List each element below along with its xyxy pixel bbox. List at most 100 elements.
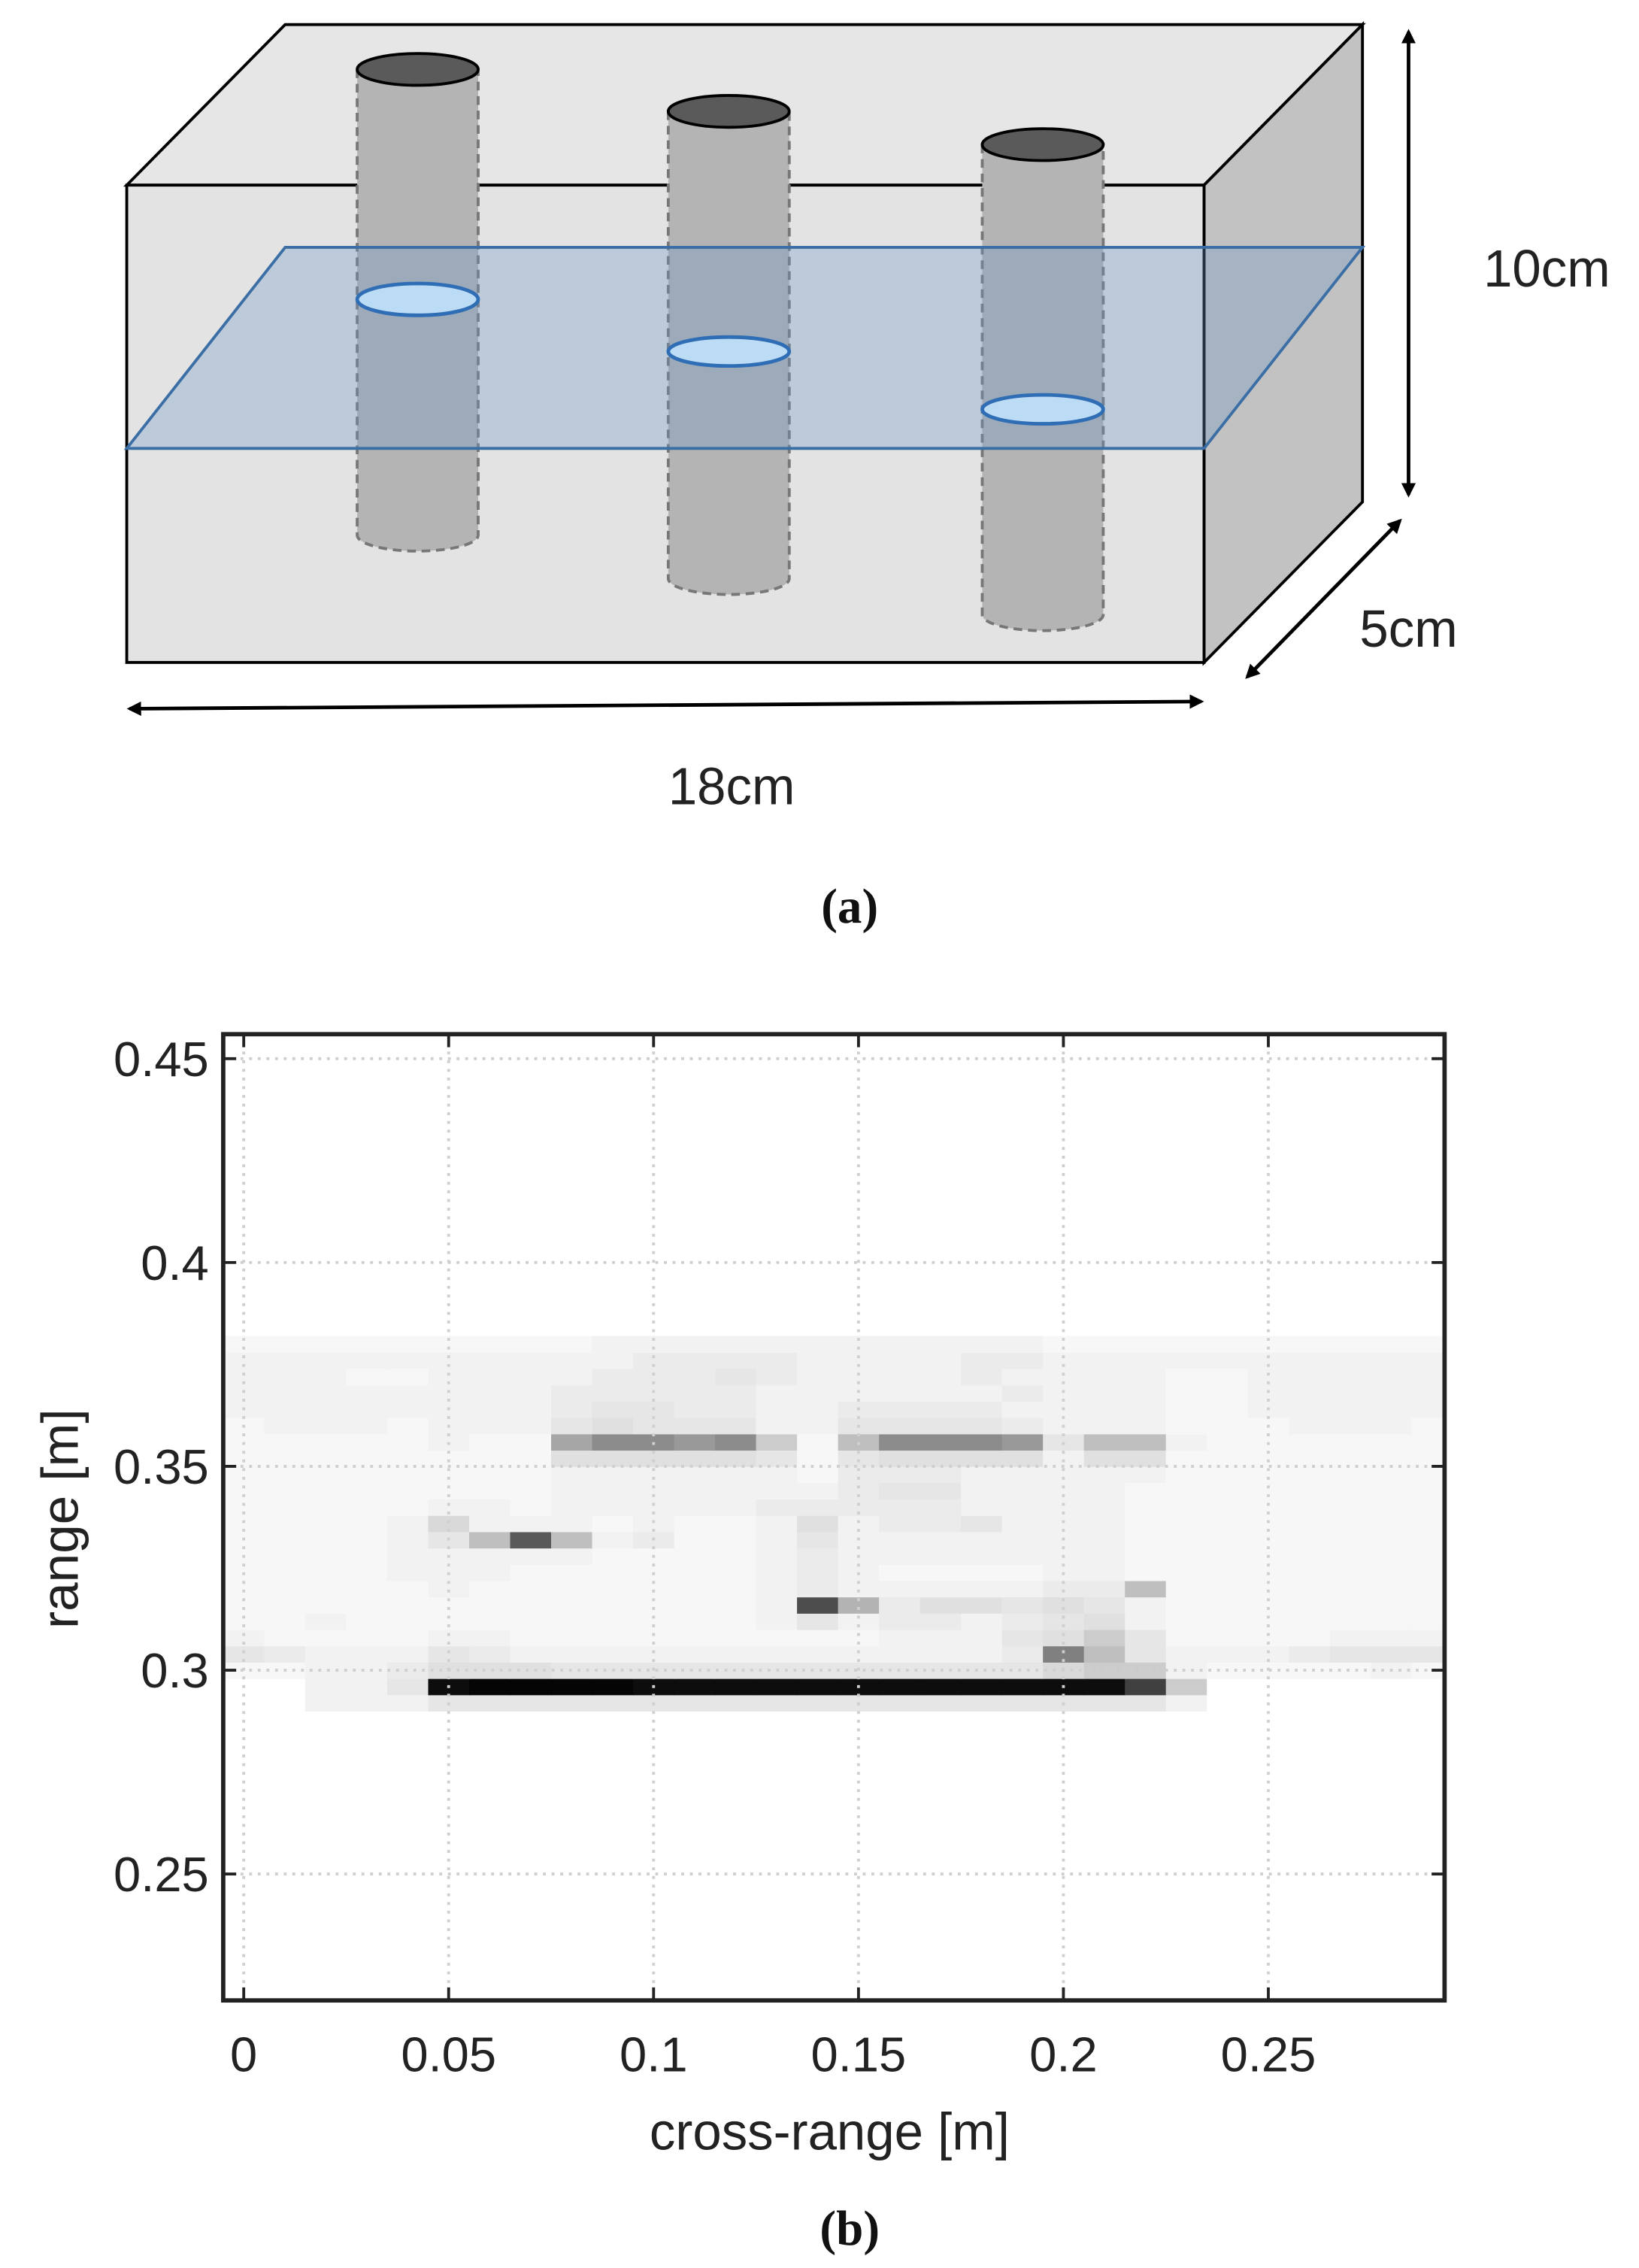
- heatmap-cell: [1083, 1368, 1125, 1386]
- heatmap-cell: [1165, 1466, 1207, 1484]
- heatmap-cell: [592, 1531, 634, 1549]
- heatmap-cell: [1411, 1613, 1445, 1630]
- heatmap-cell: [386, 1466, 429, 1484]
- heatmap-cell: [386, 1401, 429, 1418]
- heatmap-cell: [1083, 1433, 1125, 1451]
- heatmap-cell: [879, 1678, 921, 1696]
- heatmap-cell: [468, 1645, 511, 1663]
- heatmap-cell: [551, 1336, 593, 1353]
- heatmap-cell: [551, 1368, 593, 1386]
- plane-section: [980, 393, 1105, 426]
- heatmap-cell: [386, 1613, 429, 1630]
- heatmap-cell: [1165, 1596, 1207, 1614]
- heatmap-cell: [756, 1531, 798, 1549]
- y-tick-label: 0.35: [114, 1439, 209, 1494]
- heatmap-cell: [674, 1613, 716, 1630]
- heatmap-cell: [304, 1645, 347, 1663]
- heatmap-cell: [468, 1613, 511, 1630]
- heatmap-cell: [1083, 1596, 1125, 1614]
- heatmap-cell: [1043, 1466, 1085, 1484]
- heatmap-cell: [386, 1499, 429, 1516]
- heatmap-cell: [674, 1384, 716, 1402]
- heatmap-cell: [1207, 1580, 1249, 1598]
- heatmap-cell: [879, 1645, 921, 1663]
- x-tick-label: 0.15: [810, 2027, 906, 2082]
- heatmap-cell: [223, 1515, 265, 1533]
- heatmap-cell: [386, 1580, 429, 1598]
- heatmap-cell: [1247, 1466, 1290, 1484]
- heatmap-cell: [1001, 1613, 1044, 1630]
- heatmap-cell: [879, 1401, 921, 1418]
- heatmap-cell: [1207, 1433, 1249, 1451]
- heatmap-cell: [1001, 1694, 1044, 1712]
- heatmap-cell: [1165, 1417, 1207, 1435]
- heatmap-cell: [961, 1662, 1003, 1679]
- heatmap-cell: [1207, 1368, 1249, 1386]
- heatmap-cell: [1371, 1482, 1413, 1500]
- heatmap-cell: [1289, 1336, 1331, 1353]
- heatmap-cell: [1329, 1352, 1372, 1369]
- heatmap-cell: [1125, 1401, 1167, 1418]
- heatmap-cell: [386, 1629, 429, 1647]
- heatmap-cell: [223, 1466, 265, 1484]
- heatmap-cell: [510, 1466, 552, 1484]
- heatmap-cell: [797, 1401, 839, 1418]
- heatmap-cell: [1001, 1678, 1044, 1696]
- heatmap-cell: [1329, 1629, 1372, 1647]
- heatmap-cell: [346, 1401, 388, 1418]
- heatmap-cell: [551, 1417, 593, 1435]
- heatmap-cell: [592, 1417, 634, 1435]
- heatmap-cell: [961, 1580, 1003, 1598]
- heatmap-cell: [674, 1401, 716, 1418]
- heatmap-cell: [468, 1450, 511, 1467]
- heatmap-cell: [961, 1482, 1003, 1500]
- heatmap-cell: [1207, 1336, 1249, 1353]
- heatmap-cell: [674, 1417, 716, 1435]
- heatmap-cell: [1125, 1596, 1167, 1614]
- heatmap-cell: [1207, 1352, 1249, 1369]
- heatmap-cell: [1083, 1384, 1125, 1402]
- heatmap-cell: [592, 1580, 634, 1598]
- heatmap-cell: [1083, 1629, 1125, 1647]
- x-axis-label: cross-range [m]: [650, 2102, 1010, 2160]
- heatmap-cell: [551, 1580, 593, 1598]
- heatmap-cell: [797, 1564, 839, 1581]
- heatmap-cell: [1247, 1499, 1290, 1516]
- heatmap-cell: [386, 1694, 429, 1712]
- heatmap-cell: [1125, 1564, 1167, 1581]
- heatmap-cell: [1125, 1368, 1167, 1386]
- heatmap-cell: [879, 1548, 921, 1565]
- heatmap-cell: [1371, 1613, 1413, 1630]
- heatmap-cell: [1247, 1482, 1290, 1500]
- heatmap-cell: [1083, 1482, 1125, 1500]
- heatmap-cell: [1083, 1450, 1125, 1467]
- heatmap-cell: [1371, 1401, 1413, 1418]
- heatmap-cell: [1247, 1368, 1290, 1386]
- heatmap-cell: [1371, 1433, 1413, 1451]
- heatmap-cell: [1165, 1482, 1207, 1500]
- heatmap-cell: [1001, 1548, 1044, 1565]
- heatmap-cell: [919, 1580, 962, 1598]
- heatmap-cell: [797, 1433, 839, 1451]
- heatmap-cell: [346, 1417, 388, 1435]
- heatmap-cell: [346, 1450, 388, 1467]
- heatmap-cell: [510, 1417, 552, 1435]
- heatmap-cell: [674, 1662, 716, 1679]
- heatmap-cell: [264, 1368, 306, 1386]
- heatmap-cell: [304, 1450, 347, 1467]
- heatmap-cell: [756, 1336, 798, 1353]
- heatmap-cell: [551, 1678, 593, 1696]
- heatmap-cell: [1125, 1678, 1167, 1696]
- heatmap-cell: [1411, 1678, 1445, 1696]
- heatmap-cell: [386, 1417, 429, 1435]
- heatmap-cell: [756, 1466, 798, 1484]
- heatmap-cell: [468, 1629, 511, 1647]
- heatmap-cell: [592, 1336, 634, 1353]
- heatmap-cell: [386, 1450, 429, 1467]
- heatmap-cell: [1207, 1450, 1249, 1467]
- heatmap-cell: [961, 1352, 1003, 1369]
- heatmap-cell: [961, 1678, 1003, 1696]
- heatmap-cell: [510, 1596, 552, 1614]
- heatmap-cell: [919, 1482, 962, 1500]
- heatmap-cell: [919, 1401, 962, 1418]
